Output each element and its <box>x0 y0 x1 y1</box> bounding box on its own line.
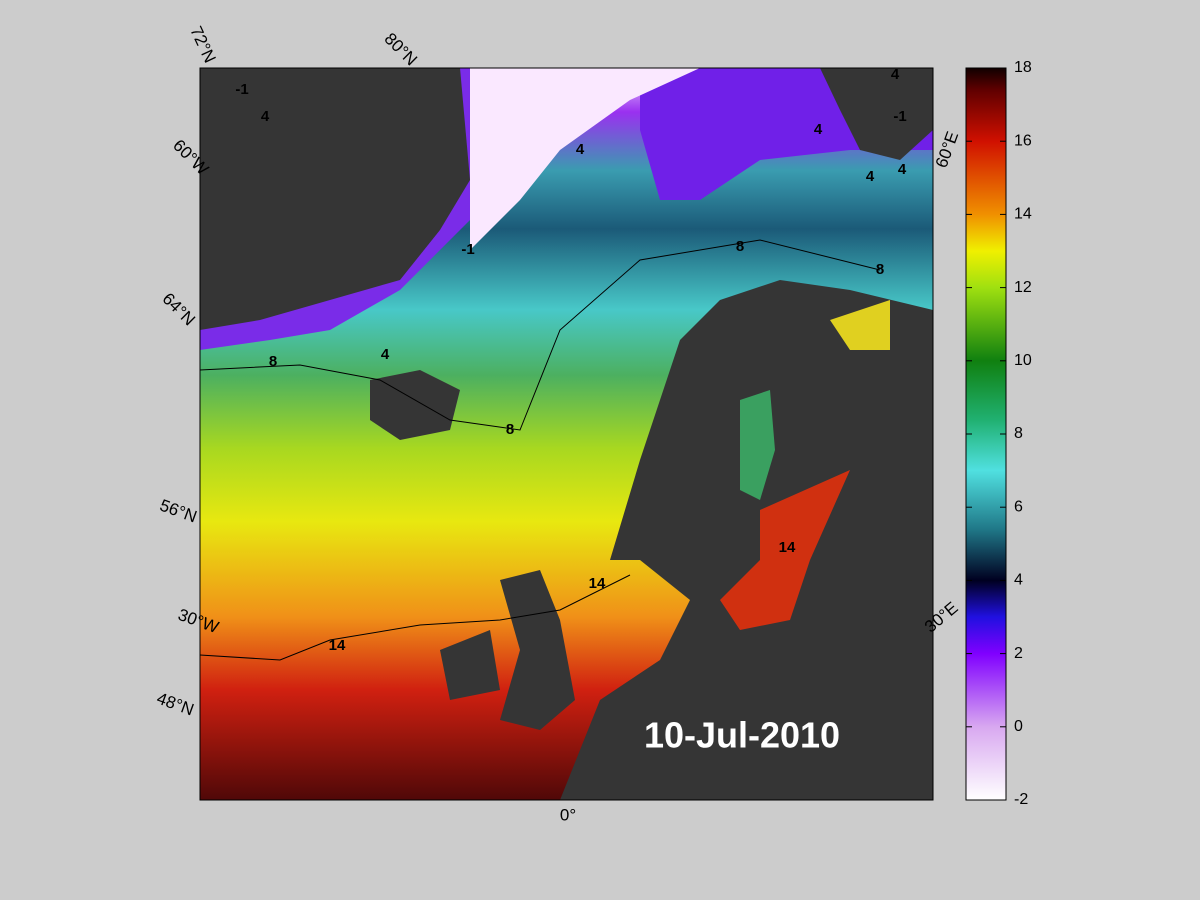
graticule-label: 72°N <box>186 23 219 65</box>
land <box>440 630 500 700</box>
colorbar <box>965 67 1007 801</box>
contour-label: -1 <box>461 241 474 258</box>
baltic-sea <box>720 470 850 630</box>
gulf-of-bothnia <box>740 390 775 500</box>
contour-label: -1 <box>235 81 248 98</box>
colorbar-tick-label: 0 <box>1014 718 1023 735</box>
contour-label: 4 <box>576 141 585 158</box>
graticule-label: 60°E <box>932 129 963 170</box>
contour-label: 8 <box>506 421 514 438</box>
contour-label: 14 <box>779 539 796 556</box>
colorbar-tick-label: 6 <box>1014 498 1023 515</box>
contour-label: 8 <box>269 353 277 370</box>
contour-label: 8 <box>736 238 744 255</box>
colorbar-tick-label: 4 <box>1014 572 1023 589</box>
contour-line <box>200 574 631 661</box>
map: 10-Jul-2010 -1 -1 -1 4 4 4 4 4 4 4 8 8 8 8 14 14 14 <box>200 66 933 800</box>
date-label: 10-Jul-2010 <box>644 715 840 756</box>
white-sea <box>830 300 890 350</box>
contour-label: 4 <box>866 168 875 185</box>
land <box>500 570 575 730</box>
colorbar-tick-label: 8 <box>1014 425 1023 442</box>
graticule-label: 80°N <box>381 29 421 69</box>
contour-label: 4 <box>814 121 823 138</box>
colorbar-tick-label: 16 <box>1014 132 1032 149</box>
map-frame <box>199 67 934 801</box>
contour-label: 4 <box>381 346 390 363</box>
colorbar-tick-label: 12 <box>1014 279 1032 296</box>
contour-line <box>200 239 881 431</box>
colorbar-tick-label: 2 <box>1014 645 1023 662</box>
graticule-label: 48°N <box>154 689 196 720</box>
contour-label: 4 <box>898 161 907 178</box>
land <box>560 280 933 800</box>
contour-label: 14 <box>329 637 346 654</box>
contour-label: 4 <box>891 66 900 83</box>
contour-label: 14 <box>589 575 606 592</box>
graticule-label: 64°N <box>159 289 199 329</box>
contour-label: 4 <box>261 108 270 125</box>
sea-ice <box>470 68 700 250</box>
contour-label: 8 <box>876 261 884 278</box>
graticule-label: 0° <box>560 805 576 824</box>
graticule-label: 56°N <box>157 496 199 527</box>
colorbar-tick-label: 10 <box>1014 352 1032 369</box>
colorbar-tick-label: -2 <box>1014 791 1028 808</box>
land <box>200 68 470 330</box>
colorbar-tick-label: 14 <box>1014 206 1032 223</box>
land <box>820 68 933 160</box>
contour-label: -1 <box>893 108 906 125</box>
colorbar-tick-label: 18 <box>1014 59 1032 76</box>
